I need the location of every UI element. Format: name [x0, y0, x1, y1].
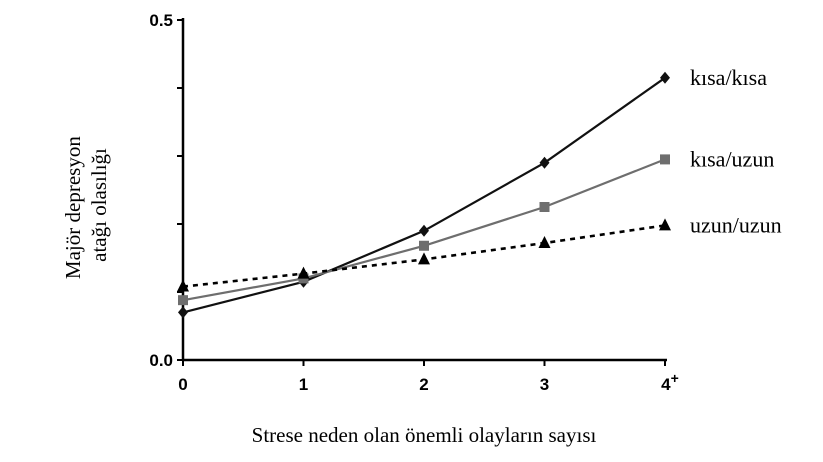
data-point-triangle: [297, 266, 310, 279]
data-point-square: [178, 295, 188, 306]
data-point-square: [660, 154, 670, 165]
data-point-triangle: [177, 279, 189, 292]
series-label-1: kısa/kısa: [690, 65, 767, 90]
data-point-diamond: [419, 224, 429, 237]
x-tick-label: 3: [540, 375, 549, 394]
series-label-3: uzun/uzun: [690, 212, 782, 237]
y-axis-title: Majör depresyon atağı olasılığı: [61, 131, 111, 279]
y-tick-label: 0.5: [149, 11, 173, 30]
y-axis-title-line-2: atağı olasılığı: [87, 148, 111, 262]
series-layer: [177, 71, 671, 319]
axes: 0.0 0.5 0 1 2 3 4+: [149, 11, 678, 394]
data-point-triangle: [659, 218, 671, 231]
y-axis-title-line-1: Majör depresyon: [61, 136, 85, 279]
x-tick-label: 1: [299, 375, 308, 394]
x-axis-title: Strese neden olan önemli olayların sayıs…: [252, 423, 597, 447]
x-tick-label: 0: [178, 375, 187, 394]
x-tick-label: 4+: [661, 370, 679, 394]
series-label-2: kısa/uzun: [690, 146, 774, 171]
x-tick-label: 2: [419, 375, 428, 394]
series-line-1: [182, 76, 666, 314]
data-point-triangle: [538, 236, 551, 249]
data-point-diamond: [178, 306, 188, 319]
data-point-diamond: [539, 156, 550, 169]
y-tick-label: 0.0: [149, 351, 173, 370]
labels-layer: Strese neden olan önemli olayların sayıs…: [61, 65, 782, 447]
data-point-diamond: [660, 71, 670, 84]
data-point-square: [419, 240, 429, 251]
data-point-square: [539, 202, 550, 212]
data-point-triangle: [418, 252, 430, 265]
